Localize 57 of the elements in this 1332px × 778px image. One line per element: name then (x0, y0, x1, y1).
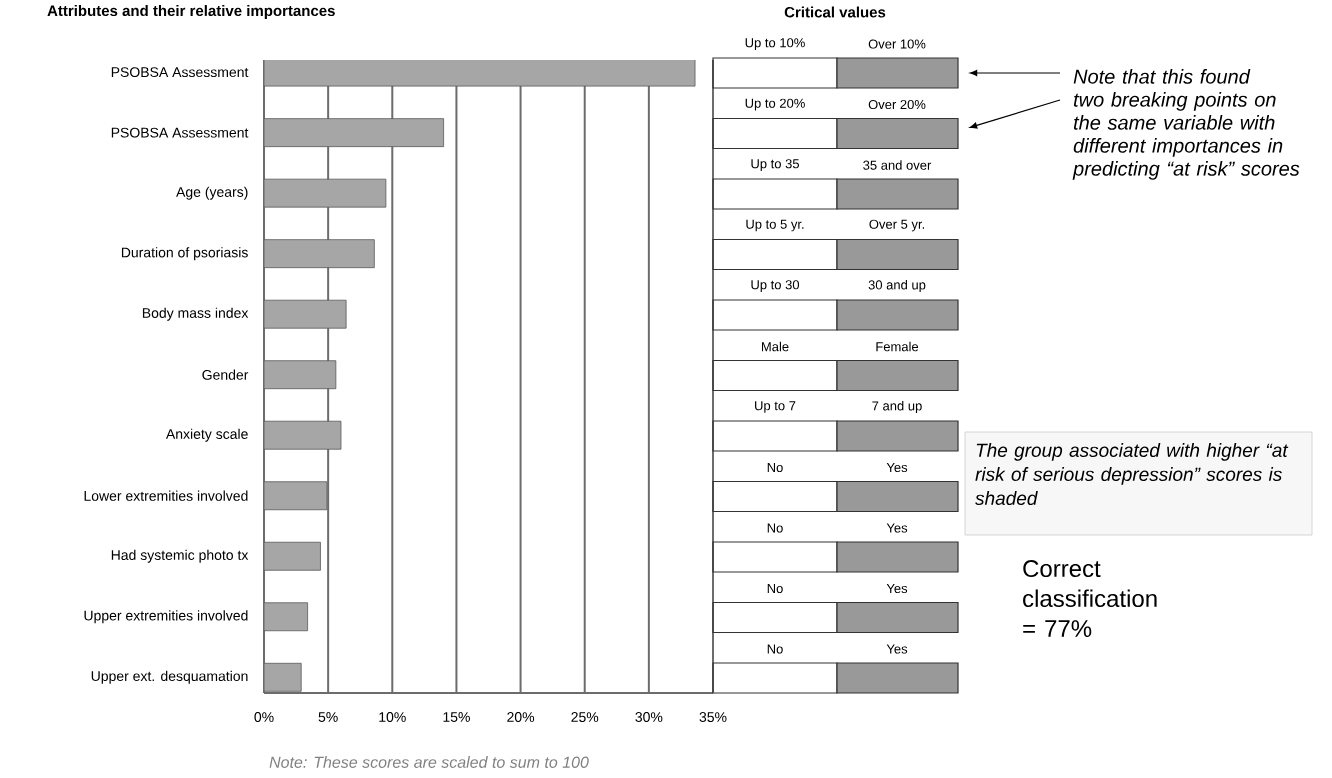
text: 30 and up (868, 279, 926, 293)
y-tick-label: Body mass index (142, 307, 249, 321)
text: Note that this found two breaking points on the same variable with different importances in predicting “at risk” scores (1072, 69, 1300, 180)
bar (264, 662, 302, 692)
text: Up to 30 (751, 280, 800, 292)
bar (264, 541, 321, 571)
x-tick-label: 30% (635, 712, 663, 722)
text: Up to 20% (745, 98, 805, 111)
text: Over 10% (868, 39, 926, 49)
text: Yes (886, 583, 908, 594)
text: Correct classification = 77% (1023, 560, 1157, 637)
bar (264, 239, 375, 269)
text: No (767, 523, 783, 533)
bar (264, 360, 337, 390)
text: Up to 35 (751, 159, 800, 171)
text: Up to 10% (745, 38, 805, 50)
text: Up to 5 yr. (746, 219, 804, 232)
y-tick-label: Lower extremities involved (84, 490, 248, 501)
text: Note: These scores are scaled to sum to 100 (269, 756, 589, 768)
x-tick-label: 5% (318, 712, 338, 722)
y-tick-label: PSOBSA Assessment (111, 67, 249, 78)
x-tick-label: 20% (507, 712, 535, 722)
x-tick-label: 35% (699, 712, 727, 722)
bar (264, 481, 328, 511)
y-tick-label: Upper extremities involved (84, 610, 248, 624)
text: 7 and up (872, 400, 922, 414)
text: Yes (886, 523, 908, 533)
y-tick-label: PSOBSA Assessment (111, 127, 249, 138)
x-tick-label: 15% (443, 712, 470, 722)
bar (264, 299, 347, 329)
x-tick-label: 10% (379, 712, 406, 722)
text: No (767, 644, 783, 654)
bar (264, 118, 445, 148)
text: Yes (886, 644, 908, 654)
text: Male (761, 341, 789, 352)
text: The group associated with higher “at risk of serious depression” scores is shaded (975, 443, 1289, 506)
y-tick-label: Had systemic photo tx (111, 549, 249, 563)
y-tick-label: Duration of psoriasis (121, 247, 248, 261)
text: Critical values (784, 6, 886, 18)
y-tick-label: Anxiety scale (165, 428, 248, 442)
bar (264, 420, 342, 450)
text: Over 20% (868, 99, 926, 110)
text: Over 5 yr. (869, 219, 924, 232)
y-tick-label: Age (years) (176, 186, 248, 200)
text: Up to 7 (755, 401, 796, 413)
text: Female (876, 341, 919, 352)
x-tick-label: 0% (254, 712, 274, 722)
text: 35 and over (863, 160, 932, 170)
chart-title: Attributes and their relative importances (47, 5, 335, 19)
y-tick-label: Upper ext. desquamation (91, 670, 248, 684)
text: No (767, 462, 783, 473)
text: No (767, 583, 783, 594)
bar (264, 602, 309, 632)
text: Yes (886, 462, 908, 473)
y-tick-label: Gender (202, 369, 249, 380)
bar (264, 178, 387, 208)
x-tick-label: 25% (571, 712, 599, 722)
